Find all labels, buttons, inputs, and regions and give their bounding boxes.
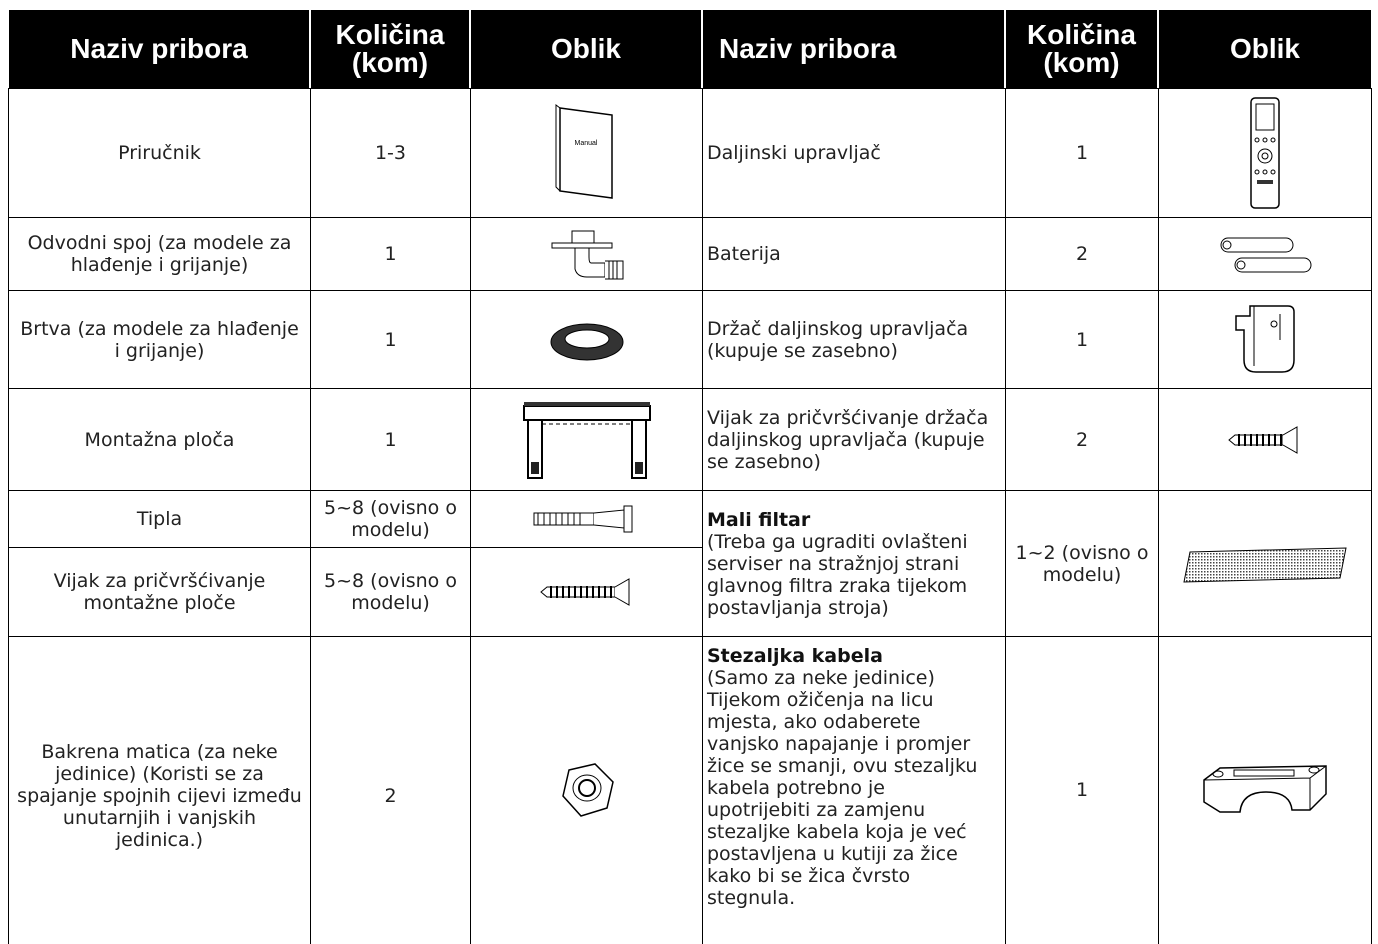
shape-cell [470,636,703,944]
shape-cell [470,217,703,291]
name-cell: Vijak za pričvršćivanje montažne ploče [8,547,311,637]
shape-cell [1158,490,1372,637]
qty-cell: 1 [310,290,471,389]
anchor-icon [533,505,632,533]
name-cell: Bakrena matica (za neke jedinice) (Koris… [8,636,311,944]
qty-cell: 1 [310,217,471,291]
qty-cell: 2 [1005,388,1159,491]
header-text: Količina (kom) [335,19,445,78]
qty-cell: 1 [1005,636,1159,944]
qty-cell: 5~8 (ovisno o modelu) [310,490,471,548]
mounting-plate-icon [522,401,651,479]
name-cell: Odvodni spoj (za modele za hlađenje i gr… [8,217,311,291]
shape-cell [470,547,703,637]
qty-cell: 5~8 (ovisno o modelu) [310,547,471,637]
qty-cell: 1~2 (ovisno o modelu) [1005,490,1159,637]
header-cell: Naziv pribora [702,10,1005,88]
header-cell: Količina (kom) [1005,10,1158,88]
shape-cell [1158,88,1372,218]
drain-joint-icon [551,230,623,279]
shape-cell: Manual [470,88,703,218]
qty-cell: 1-3 [310,88,471,218]
qty-cell: 1 [1005,290,1159,389]
screw-icon [539,578,629,606]
name-cell: Priručnik [8,88,311,218]
cable-clamp-icon [1203,765,1327,813]
filter-icon [1183,546,1347,583]
shape-cell [470,290,703,389]
battery-icon [1220,237,1312,272]
shape-cell [1158,636,1372,944]
nut-icon [561,763,614,817]
header-cell: Oblik [470,10,702,88]
gasket-icon [550,323,623,360]
shape-cell [1158,388,1372,491]
name-cell: Stezaljka kabela (Samo za neke jedinice)… [702,636,1006,944]
name-cell: Tipla [8,490,311,548]
remote-icon [1250,96,1280,209]
item-title: Stezaljka kabela [707,645,883,667]
item-title: Mali filtar [707,508,811,531]
header-cell: Količina (kom) [310,10,470,88]
qty-cell: 2 [310,636,471,944]
header-cell: Oblik [1158,10,1372,88]
header-cell: Naziv pribora [8,10,310,88]
name-cell: Mali filtar (Treba ga ugraditi ovlašteni… [702,490,1006,637]
item-description: (Treba ga ugraditi ovlašteni serviser na… [707,530,968,619]
qty-cell: 1 [310,388,471,491]
header-text: Količina (kom) [1027,19,1136,78]
name-cell: Brtva (za modele za hlađenje i grijanje) [8,290,311,389]
shape-cell [1158,217,1372,291]
item-description: (Samo za neke jedinice) Tijekom ožičenja… [707,667,978,909]
name-cell: Baterija [702,217,1006,291]
manual-label: Manual [574,140,597,147]
name-cell: Držač daljinskog upravljača (kupuje se z… [702,290,1006,389]
name-cell: Montažna ploča [8,388,311,491]
manual-icon: Manual [555,104,613,199]
holder-icon [1235,304,1295,373]
shape-cell [470,388,703,491]
shape-cell [470,490,703,548]
screw-icon [1228,425,1298,454]
name-cell: Vijak za pričvršćivanje držača daljinsko… [702,388,1006,491]
shape-cell [1158,290,1372,389]
qty-cell: 1 [1005,88,1159,218]
name-cell: Daljinski upravljač [702,88,1006,218]
qty-cell: 2 [1005,217,1159,291]
